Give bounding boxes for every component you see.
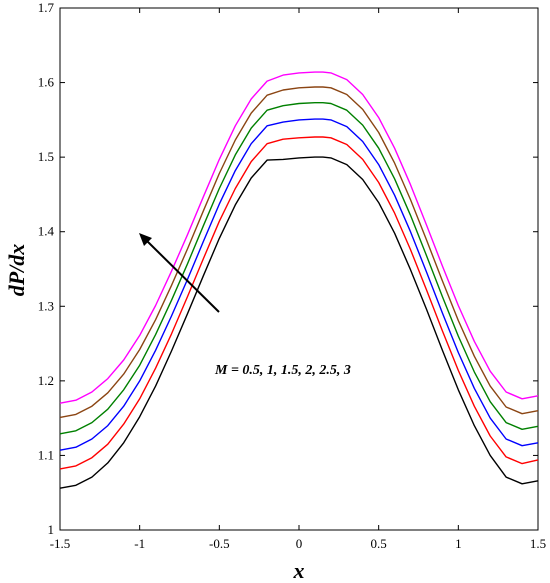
series-line-2 (59, 136, 539, 470)
annotation-text: M = 0.5, 1, 1.5, 2, 2.5, 3 (214, 363, 351, 378)
ticks-layer: -1.5 -1 -0.5 0 0.5 1 1.5 1 1.1 1.2 1.3 1.4 1.5 1.6 1.7 (38, 0, 546, 551)
y-tick-label-4: 1.4 (38, 224, 55, 239)
x-tick-label-4: 0.5 (371, 536, 387, 551)
x-tick-label-3: 0 (296, 536, 303, 551)
annotation-arrow (139, 233, 220, 313)
x-tick-label-1: -1 (134, 536, 145, 551)
y-tick-label-5: 1.5 (38, 149, 54, 164)
series-line-5 (59, 86, 539, 419)
series-line-3 (59, 118, 539, 451)
y-tick-label-1: 1.1 (38, 447, 54, 462)
series-line-1 (59, 156, 539, 489)
x-axis-label: x (293, 558, 305, 583)
arrow-shaft (145, 239, 220, 313)
y-tick-label-2: 1.2 (38, 373, 54, 388)
plot-area (59, 7, 539, 531)
y-tick-label-0: 1 (48, 522, 55, 537)
arrow-head (139, 233, 152, 246)
x-tick-label-2: -0.5 (209, 536, 230, 551)
y-tick-label-6: 1.6 (38, 75, 55, 90)
y-tick-label-3: 1.3 (38, 298, 54, 313)
x-tick-label-0: -1.5 (50, 536, 71, 551)
x-tick-label-6: 1.5 (530, 536, 546, 551)
series-line-6 (59, 71, 539, 404)
series-line-4 (59, 102, 539, 435)
series-layer (59, 71, 539, 489)
y-axis-label: dP/dx (4, 244, 29, 297)
y-tick-label-7: 1.7 (38, 0, 55, 15)
x-tick-label-5: 1 (455, 536, 462, 551)
